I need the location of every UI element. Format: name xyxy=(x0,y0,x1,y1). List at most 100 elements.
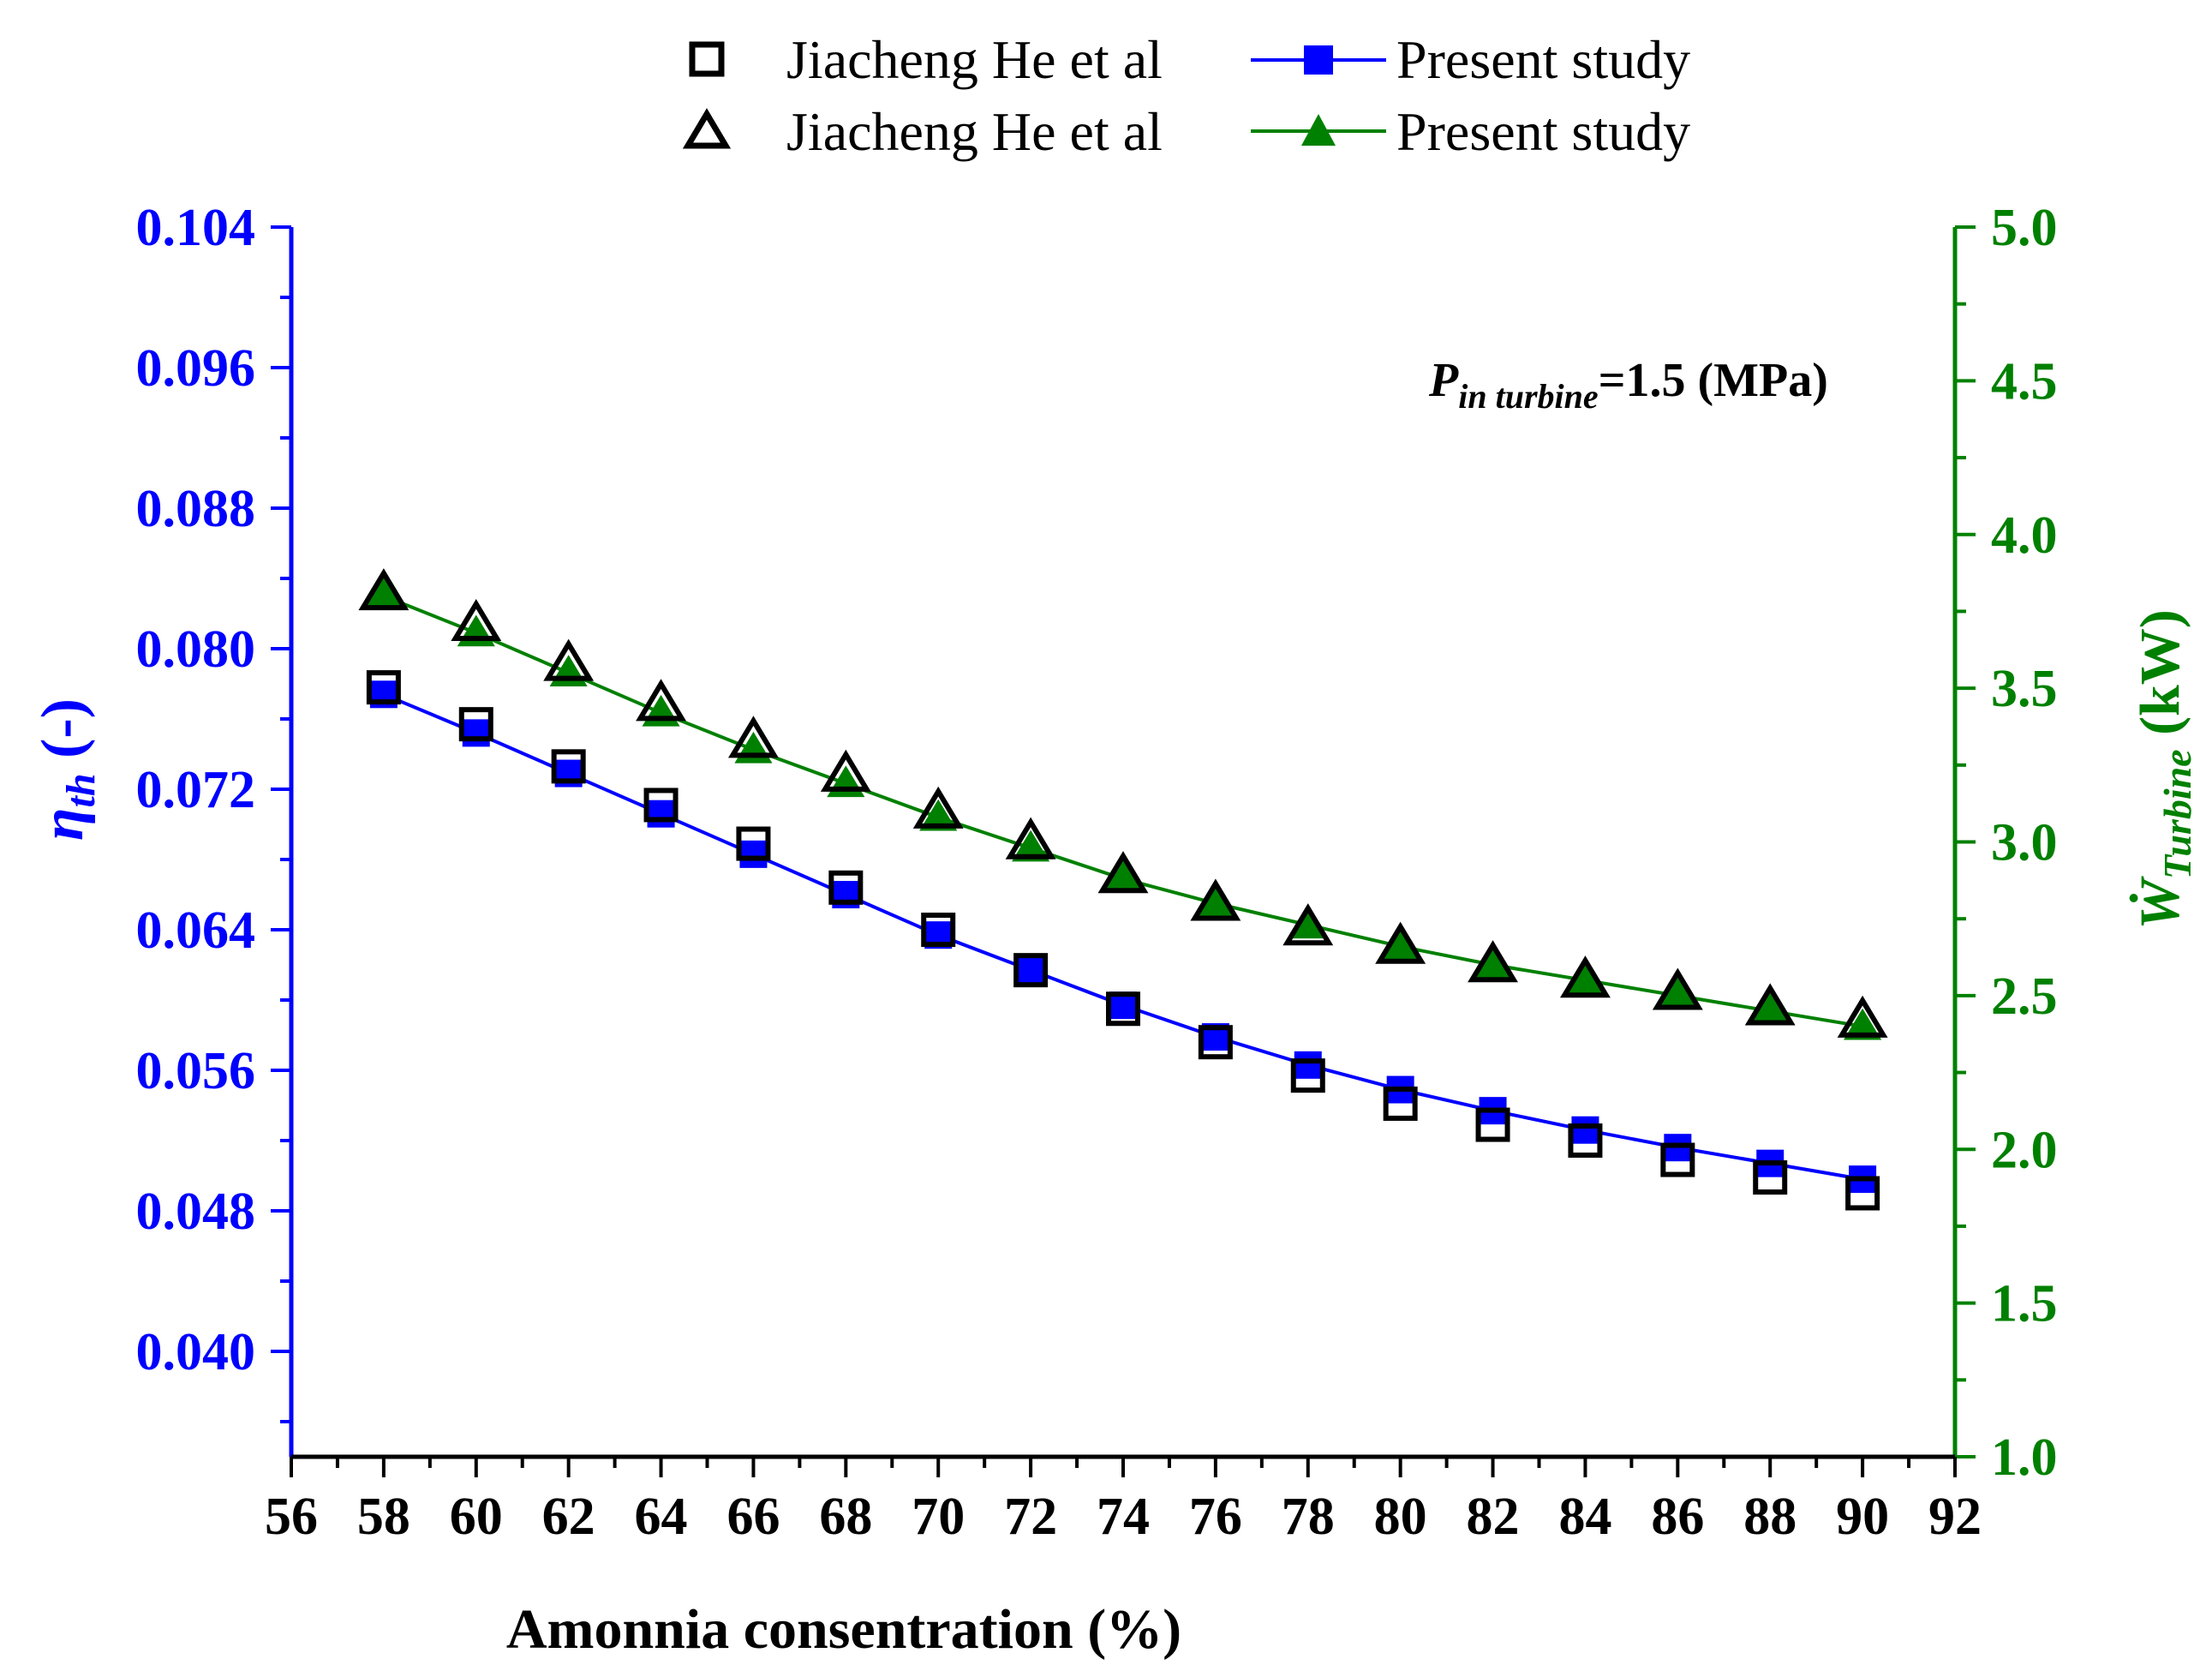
green-triangle-point xyxy=(1474,947,1512,979)
x-tick-label: 82 xyxy=(1467,1488,1520,1546)
ref-triangle-point xyxy=(1744,983,1796,1026)
blue-square-point xyxy=(1571,1116,1599,1144)
x-tick-label: 62 xyxy=(542,1488,595,1546)
blue-series-line xyxy=(383,692,1863,1182)
x-tick-label: 70 xyxy=(912,1488,965,1546)
x-tick-label: 58 xyxy=(357,1488,410,1546)
x-tick-label: 92 xyxy=(1928,1488,1982,1546)
left-tick-label: 0.096 xyxy=(136,339,256,398)
x-axis-title: Amonnia consentration (%) xyxy=(506,1598,1181,1661)
right-tick-label: 3.5 xyxy=(1991,660,2058,718)
x-tick-label: 68 xyxy=(819,1488,872,1546)
legend-entry-blue-line: Present study xyxy=(1251,29,1690,90)
ref-square-point xyxy=(921,913,956,947)
ref-triangle-point xyxy=(1005,817,1056,859)
legend-blue-square-marker xyxy=(1304,45,1333,75)
left-tick-label: 0.048 xyxy=(136,1183,256,1241)
x-tick-label: 84 xyxy=(1558,1488,1611,1546)
x-tick-label: 56 xyxy=(265,1488,318,1546)
ref-triangle-point xyxy=(1652,967,1703,1010)
left-y-axis: 0.040 0.048 0.056 0.064 0.072 0.080 0.088 0.096… xyxy=(136,199,294,1457)
green-triangle-point xyxy=(1381,928,1420,961)
legend-entry-ref-square: Jiacheng He et al xyxy=(689,29,1163,90)
legend-label-ref-triangle: Jiacheng He et al xyxy=(786,101,1163,162)
right-tick-label: 4.5 xyxy=(1991,352,2058,410)
green-triangle-point xyxy=(1103,860,1143,893)
green-triangle-point xyxy=(1566,961,1605,994)
ref-square-point xyxy=(1013,953,1049,988)
pressure-annotation: Pin turbine=1.5 (MPa) xyxy=(1428,354,1828,416)
ref-square-point xyxy=(1475,1107,1510,1142)
ref-square-point xyxy=(828,870,864,905)
left-tick-label: 0.072 xyxy=(136,761,256,819)
ref-triangle-point xyxy=(820,749,871,792)
blue-square-point xyxy=(1294,1051,1322,1079)
legend-open-square-marker xyxy=(689,41,725,77)
ref-triangle-point xyxy=(1837,995,1888,1038)
ref-square-point xyxy=(551,749,586,784)
ref-triangle-point xyxy=(1468,940,1519,983)
green-triangle-point xyxy=(1012,830,1050,862)
ref-square-point xyxy=(1383,1086,1418,1121)
ref-triangle-point xyxy=(727,716,779,758)
ref-triangle-point xyxy=(451,598,502,642)
ref-triangle-point xyxy=(912,786,964,829)
x-tick-label: 88 xyxy=(1743,1488,1797,1546)
ref-square-point xyxy=(643,788,679,823)
x-tick-label: 66 xyxy=(726,1488,780,1546)
blue-square-point xyxy=(462,719,490,747)
green-triangle-point xyxy=(1659,977,1697,1009)
left-tick-label: 0.104 xyxy=(136,199,256,257)
ref-triangle-point xyxy=(358,568,410,611)
x-tick-label: 90 xyxy=(1836,1488,1889,1546)
ref-square-point xyxy=(1106,991,1140,1027)
left-tick-label: 0.064 xyxy=(136,901,256,960)
right-tick-label: 1.0 xyxy=(1991,1428,2058,1487)
right-tick-label: 5.0 xyxy=(1991,199,2058,257)
x-tick-label: 72 xyxy=(1004,1488,1057,1546)
right-y-axis: 1.0 1.5 2.0 2.5 3.0 3.5 4.0 4.5 5.0 xyxy=(1952,199,2058,1487)
ref-triangle-point xyxy=(1559,955,1611,998)
ref-triangle-point xyxy=(543,638,595,681)
legend-label-blue-line: Present study xyxy=(1396,29,1690,90)
green-triangle-point xyxy=(364,578,403,610)
green-triangle-point xyxy=(1196,885,1235,917)
ref-square-point xyxy=(1198,1025,1233,1060)
ref-triangle-point xyxy=(1375,921,1426,964)
ref-triangle-point xyxy=(1282,903,1334,946)
right-y-axis-title: ẆTurbine (kW) xyxy=(2129,609,2199,930)
x-tick-label: 86 xyxy=(1651,1488,1704,1546)
series-layer xyxy=(358,568,1888,1211)
right-tick-label: 2.5 xyxy=(1991,967,2058,1026)
ref-square-point xyxy=(736,826,771,861)
left-tick-label: 0.040 xyxy=(136,1323,256,1381)
x-tick-label: 76 xyxy=(1189,1488,1242,1546)
legend-open-triangle-marker xyxy=(682,108,732,149)
x-tick-label: 80 xyxy=(1374,1488,1427,1546)
green-triangle-point xyxy=(1844,1008,1882,1040)
ref-square-point xyxy=(458,707,493,742)
ref-square-point xyxy=(1660,1142,1695,1177)
ref-square-point xyxy=(1568,1123,1603,1158)
legend-green-triangle-marker xyxy=(1301,114,1336,146)
right-tick-label: 3.0 xyxy=(1991,814,2058,872)
green-triangle-point xyxy=(1751,992,1790,1025)
ref-square-point xyxy=(1845,1176,1880,1211)
green-series-line xyxy=(383,594,1863,1028)
green-triangle-point xyxy=(919,799,958,831)
x-tick-label: 74 xyxy=(1097,1488,1150,1546)
ref-triangle-point xyxy=(636,679,687,722)
right-tick-label: 4.0 xyxy=(1991,506,2058,565)
left-y-axis-title: ηth (-) xyxy=(30,698,104,841)
blue-square-point xyxy=(739,840,768,868)
ref-square-point xyxy=(366,670,401,705)
blue-square-point xyxy=(1017,956,1045,985)
ref-triangle-point xyxy=(1097,851,1149,894)
ref-square-point xyxy=(1290,1058,1325,1093)
legend-label-green-line: Present study xyxy=(1396,101,1690,162)
x-axis: 56 58 60 62 64 66 68 70 72 74 76 78 80 82 84 86 88 90 92 xyxy=(265,1454,1982,1546)
right-tick-label: 2.0 xyxy=(1991,1121,2058,1179)
left-tick-label: 0.088 xyxy=(136,480,256,538)
left-tick-label: 0.056 xyxy=(136,1042,256,1100)
ref-square-point xyxy=(1753,1160,1788,1195)
